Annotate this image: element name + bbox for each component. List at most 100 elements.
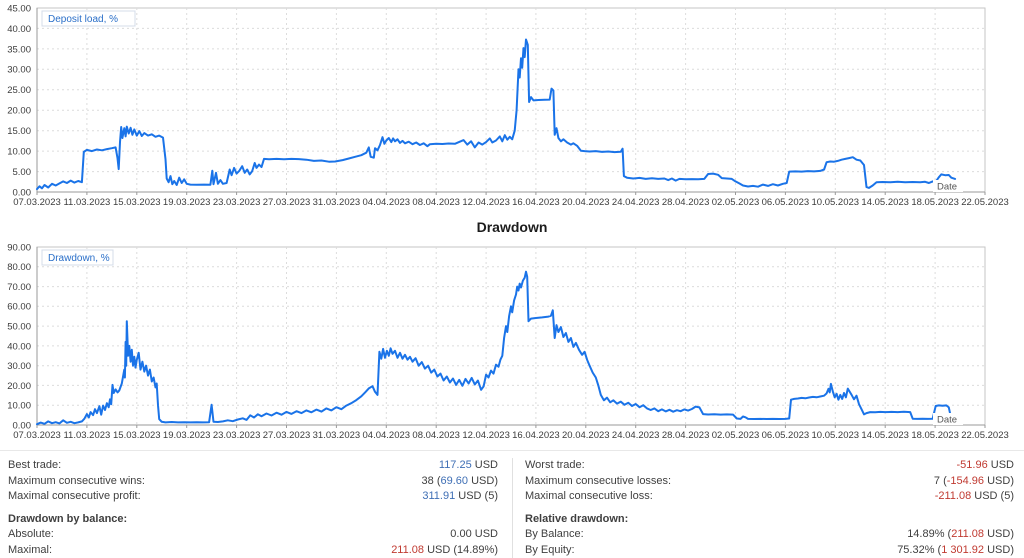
stat-label: Maximum consecutive losses:: [525, 474, 672, 487]
stat-value: -51.96 USD: [956, 459, 1014, 471]
svg-text:12.04.2023: 12.04.2023: [462, 197, 510, 208]
stat-label: Maximal consecutive profit:: [8, 490, 141, 502]
svg-text:18.05.2023: 18.05.2023: [911, 197, 959, 208]
svg-text:08.04.2023: 08.04.2023: [412, 430, 460, 441]
date-axis-label: Date: [933, 180, 963, 193]
stat-row-absolute: Absolute: 0.00 USD: [8, 527, 498, 543]
svg-text:11.03.2023: 11.03.2023: [63, 430, 110, 441]
svg-text:07.03.2023: 07.03.2023: [13, 430, 61, 441]
stat-row-max-consecutive-losses: Maximum consecutive losses: 7 (-154.96 U…: [525, 474, 1014, 490]
drawdown-chart-title: Drawdown: [476, 219, 548, 235]
svg-text:18.05.2023: 18.05.2023: [911, 430, 959, 441]
svg-text:60.00: 60.00: [7, 302, 31, 313]
svg-text:Date: Date: [937, 182, 957, 193]
svg-text:14.05.2023: 14.05.2023: [861, 430, 909, 441]
stats-right-column: Worst trade: -51.96 USD Maximum consecut…: [512, 458, 1024, 558]
svg-text:12.04.2023: 12.04.2023: [462, 430, 510, 441]
svg-text:27.03.2023: 27.03.2023: [263, 197, 311, 208]
svg-text:19.03.2023: 19.03.2023: [163, 197, 211, 208]
stat-value: 117.25 USD: [438, 459, 498, 471]
svg-text:19.03.2023: 19.03.2023: [163, 430, 211, 441]
svg-text:0.00: 0.00: [13, 187, 32, 198]
svg-text:20.04.2023: 20.04.2023: [562, 430, 610, 441]
svg-text:Deposit load, %: Deposit load, %: [48, 14, 118, 25]
stat-value: 75.32% (1 301.92 USD): [897, 543, 1014, 556]
stat-value: 211.08 USD (14.89%): [391, 543, 498, 556]
svg-text:11.03.2023: 11.03.2023: [63, 197, 110, 208]
stat-row-best-trade: Best trade: 117.25 USD: [8, 458, 498, 474]
svg-text:16.04.2023: 16.04.2023: [512, 197, 560, 208]
stat-value: 14.89% (211.08 USD): [907, 528, 1014, 540]
deposit-load-chart: 45.00 40.00 35.00 30.00 25.00 20.00 15.00 10.00…: [7, 3, 1009, 208]
svg-text:31.03.2023: 31.03.2023: [313, 430, 361, 441]
svg-text:80.00: 80.00: [7, 262, 31, 273]
svg-text:28.04.2023: 28.04.2023: [662, 430, 710, 441]
stat-label: By Equity:: [525, 543, 575, 556]
series-line: [36, 38, 957, 191]
svg-text:20.00: 20.00: [7, 106, 31, 117]
svg-text:10.05.2023: 10.05.2023: [812, 197, 860, 208]
series-legend: Deposit load, %: [41, 10, 136, 27]
svg-text:02.05.2023: 02.05.2023: [712, 430, 760, 441]
svg-text:31.03.2023: 31.03.2023: [313, 197, 361, 208]
stat-value: 311.91 USD (5): [422, 490, 498, 502]
stat-value: 38 (69.60 USD): [421, 474, 498, 487]
stat-value: 0.00 USD: [450, 528, 498, 540]
stat-label: Maximal consecutive loss:: [525, 490, 653, 502]
relative-drawdown-header: Relative drawdown:: [525, 512, 629, 525]
svg-text:5.00: 5.00: [13, 167, 32, 178]
plot-border: [36, 7, 986, 193]
svg-text:22.05.2023: 22.05.2023: [961, 197, 1009, 208]
stat-row-max-consecutive-profit: Maximal consecutive profit: 311.91 USD (…: [8, 489, 498, 505]
stat-row-by-equity: By Equity: 75.32% (1 301.92 USD): [525, 543, 1014, 558]
svg-text:24.04.2023: 24.04.2023: [612, 197, 660, 208]
drawdown-chart: 90.00 80.00 70.00 60.00 50.00 40.00 30.00 20.00…: [7, 242, 1009, 441]
svg-text:70.00: 70.00: [7, 282, 31, 293]
stat-label: Maximum consecutive wins:: [8, 474, 145, 487]
svg-text:0.00: 0.00: [13, 420, 32, 431]
y-grid-and-labels: 45.00 40.00 35.00 30.00 25.00 20.00 15.00 10.00…: [7, 3, 985, 198]
series-line: [36, 270, 957, 426]
stat-label: By Balance:: [525, 528, 584, 540]
svg-text:20.00: 20.00: [7, 381, 31, 392]
svg-text:20.04.2023: 20.04.2023: [562, 197, 610, 208]
svg-text:02.05.2023: 02.05.2023: [712, 197, 760, 208]
svg-text:06.05.2023: 06.05.2023: [762, 430, 810, 441]
stat-label: Worst trade:: [525, 459, 585, 471]
svg-text:40.00: 40.00: [7, 24, 31, 35]
svg-text:30.00: 30.00: [7, 361, 31, 372]
svg-text:25.00: 25.00: [7, 85, 31, 96]
stat-label: Absolute:: [8, 528, 54, 540]
svg-text:23.03.2023: 23.03.2023: [213, 430, 261, 441]
stat-row-by-balance: By Balance: 14.89% (211.08 USD): [525, 527, 1014, 543]
svg-text:30.00: 30.00: [7, 65, 31, 76]
svg-text:04.04.2023: 04.04.2023: [363, 430, 411, 441]
svg-text:16.04.2023: 16.04.2023: [512, 430, 560, 441]
stat-row-max-consecutive-loss: Maximal consecutive loss: -211.08 USD (5…: [525, 489, 1014, 505]
stat-label: Maximal:: [8, 543, 53, 556]
svg-text:07.03.2023: 07.03.2023: [13, 197, 61, 208]
svg-text:50.00: 50.00: [7, 322, 31, 333]
svg-text:04.04.2023: 04.04.2023: [363, 197, 411, 208]
svg-text:10.00: 10.00: [7, 401, 31, 412]
svg-text:27.03.2023: 27.03.2023: [263, 430, 311, 441]
svg-text:90.00: 90.00: [7, 242, 31, 253]
x-grid-and-labels: 07.03.2023 11.03.2023 15.03.2023 19.03.2023…: [13, 8, 1009, 208]
svg-text:15.03.2023: 15.03.2023: [113, 197, 161, 208]
stat-row-maximal: Maximal: 211.08 USD (14.89%): [8, 543, 498, 558]
stats-left-column: Best trade: 117.25 USD Maximum consecuti…: [0, 458, 512, 558]
svg-text:10.05.2023: 10.05.2023: [812, 430, 860, 441]
x-grid-and-labels: 07.03.2023 11.03.2023 15.03.2023 19.03.2023…: [13, 247, 1009, 441]
stat-value: -211.08 USD (5): [934, 490, 1014, 502]
svg-text:14.05.2023: 14.05.2023: [861, 197, 909, 208]
svg-text:28.04.2023: 28.04.2023: [662, 197, 710, 208]
svg-text:15.00: 15.00: [7, 126, 31, 137]
stat-row-worst-trade: Worst trade: -51.96 USD: [525, 458, 1014, 474]
series-legend: Drawdown, %: [41, 249, 114, 266]
svg-text:06.05.2023: 06.05.2023: [762, 197, 810, 208]
svg-text:Date: Date: [937, 415, 957, 426]
svg-text:Drawdown, %: Drawdown, %: [48, 253, 110, 264]
svg-text:40.00: 40.00: [7, 341, 31, 352]
svg-text:08.04.2023: 08.04.2023: [412, 197, 460, 208]
